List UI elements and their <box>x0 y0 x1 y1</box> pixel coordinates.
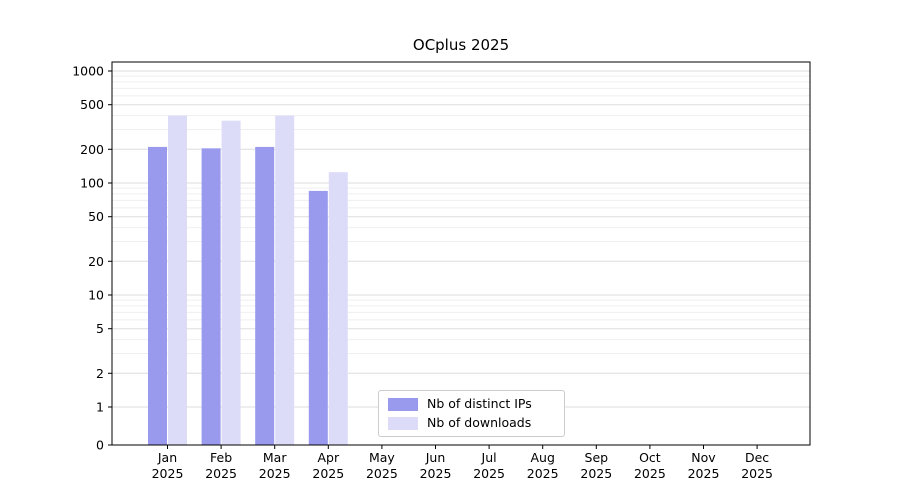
x-tick-label-month: Jul <box>481 450 497 465</box>
x-tick-label-month: Sep <box>585 450 609 465</box>
chart-title: OCplus 2025 <box>412 36 510 54</box>
y-tick-label: 500 <box>80 97 104 112</box>
x-tick-label-month: Nov <box>691 450 716 465</box>
bar-downloads-feb <box>221 120 241 445</box>
bar-distinct-ips-feb <box>201 148 221 446</box>
x-tick-label-year: 2025 <box>152 466 184 481</box>
x-tick-label-year: 2025 <box>473 466 505 481</box>
y-tick-label: 1000 <box>72 64 104 79</box>
bar-distinct-ips-apr <box>308 190 328 445</box>
legend-swatch-downloads <box>388 416 418 430</box>
bar-downloads-jan <box>168 115 187 446</box>
y-tick-label: 0 <box>96 438 104 453</box>
x-tick-label-month: Feb <box>210 450 232 465</box>
x-tick-label-year: 2025 <box>688 466 720 481</box>
y-tick-label: 1 <box>96 400 104 415</box>
y-tick-label: 50 <box>88 209 104 224</box>
y-tick-label: 20 <box>88 254 104 269</box>
x-tick-label-year: 2025 <box>580 466 612 481</box>
x-tick-label-year: 2025 <box>741 466 773 481</box>
x-tick-label-month: Aug <box>530 450 554 465</box>
x-tick-label-year: 2025 <box>420 466 452 481</box>
bar-distinct-ips-jan <box>148 146 167 445</box>
x-tick-label-month: Jan <box>157 450 177 465</box>
y-tick-label: 200 <box>80 142 104 157</box>
x-tick-label-year: 2025 <box>366 466 398 481</box>
y-tick-label: 5 <box>96 321 104 336</box>
x-tick-label-year: 2025 <box>634 466 666 481</box>
x-tick-label-year: 2025 <box>205 466 237 481</box>
legend: Nb of distinct IPs Nb of downloads <box>378 390 565 437</box>
x-tick-label-year: 2025 <box>312 466 344 481</box>
x-tick-label-month: Oct <box>639 450 661 465</box>
legend-label-distinct-ips: Nb of distinct IPs <box>427 396 532 411</box>
y-tick-label: 100 <box>80 176 104 191</box>
legend-entry-downloads: Nb of downloads <box>388 416 555 430</box>
y-tick-label: 2 <box>96 366 104 381</box>
x-tick-label-month: Mar <box>263 450 287 465</box>
y-tick-label: 10 <box>88 288 104 303</box>
x-tick-label-year: 2025 <box>527 466 559 481</box>
x-tick-label-month: Jun <box>425 450 446 465</box>
bar-downloads-apr <box>328 172 348 446</box>
bar-downloads-mar <box>275 115 295 446</box>
x-tick-label-month: May <box>369 450 395 465</box>
legend-label-downloads: Nb of downloads <box>427 415 532 430</box>
x-tick-label-year: 2025 <box>259 466 291 481</box>
bar-distinct-ips-mar <box>255 146 275 445</box>
legend-entry-distinct-ips: Nb of distinct IPs <box>388 397 555 411</box>
legend-swatch-distinct-ips <box>388 397 418 411</box>
x-tick-label-month: Dec <box>745 450 769 465</box>
plot-border <box>111 61 811 446</box>
x-tick-label-month: Apr <box>317 450 339 465</box>
